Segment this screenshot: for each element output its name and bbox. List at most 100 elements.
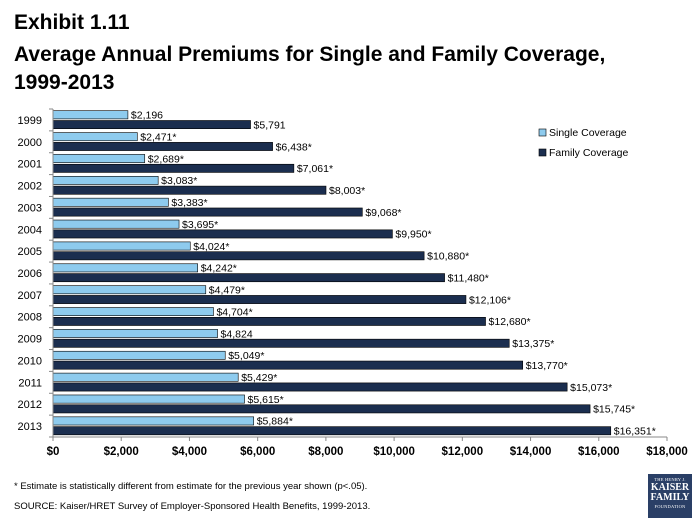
family-coverage-bar <box>52 338 510 348</box>
family-coverage-bar <box>52 229 393 239</box>
family-coverage-value-label: $8,003* <box>329 185 365 197</box>
year-label: 2008 <box>18 312 42 324</box>
logo-line-3: FAMILY <box>650 492 690 503</box>
single-coverage-bar <box>52 154 146 163</box>
x-tick-label: $10,000 <box>373 446 415 458</box>
family-coverage-value-label: $5,791 <box>254 119 286 131</box>
family-coverage-value-label: $9,068* <box>365 207 401 219</box>
family-coverage-value-label: $13,770* <box>526 360 568 372</box>
family-coverage-value-label: $7,061* <box>297 163 333 175</box>
family-coverage-value-label: $15,745* <box>593 404 635 416</box>
kff-logo: THE HENRY J. KAISER FAMILY FOUNDATION <box>648 474 692 518</box>
single-coverage-value-label: $5,884* <box>257 416 293 428</box>
asterisk-footnote: * Estimate is statistically different fr… <box>14 481 368 492</box>
year-label: 2013 <box>18 421 42 433</box>
family-coverage-value-label: $16,351* <box>614 426 656 438</box>
year-label: 2006 <box>18 268 42 280</box>
family-coverage-bar <box>52 382 568 392</box>
family-coverage-value-label: $12,106* <box>469 294 511 306</box>
chart-title-years: 1999-2013 <box>14 71 115 94</box>
year-label: 2000 <box>18 137 42 149</box>
logo-line-1: THE HENRY J. <box>654 477 686 482</box>
single-coverage-bar <box>52 176 159 185</box>
logo-line-2: KAISER <box>650 482 690 493</box>
family-coverage-bar <box>52 426 612 436</box>
single-coverage-bar <box>52 241 191 251</box>
legend-swatch-single <box>538 128 547 137</box>
year-label: 2010 <box>18 355 42 367</box>
family-coverage-value-label: $15,073* <box>570 382 612 394</box>
family-coverage-bar <box>52 316 486 326</box>
family-coverage-value-label: $11,480* <box>448 272 489 284</box>
family-coverage-bar <box>52 120 251 129</box>
single-coverage-value-label: $3,383* <box>171 197 207 209</box>
family-coverage-value-label: $9,950* <box>395 229 431 241</box>
single-coverage-bar <box>52 307 214 316</box>
family-coverage-bar <box>52 360 524 370</box>
year-label: 2001 <box>18 159 42 171</box>
logo-line-4: FOUNDATION <box>654 504 686 509</box>
single-coverage-value-label: $2,196 <box>131 110 163 122</box>
family-coverage-bar <box>52 142 273 151</box>
single-coverage-value-label: $4,479* <box>209 285 245 297</box>
family-coverage-bar <box>52 295 467 304</box>
year-label: 2003 <box>18 202 42 214</box>
single-coverage-bar <box>52 110 129 120</box>
single-coverage-bar <box>52 416 255 426</box>
x-tick-label: $12,000 <box>442 446 484 458</box>
single-coverage-value-label: $5,615* <box>248 394 284 406</box>
family-coverage-bar <box>52 185 327 195</box>
family-coverage-bar <box>52 404 591 414</box>
single-coverage-bar <box>52 197 169 207</box>
single-coverage-bar <box>52 285 207 295</box>
single-coverage-bar <box>52 329 218 338</box>
single-coverage-value-label: $2,689* <box>148 153 184 165</box>
family-coverage-bar <box>52 251 425 261</box>
legend-swatch-family <box>538 148 547 157</box>
single-coverage-value-label: $2,471* <box>140 131 176 143</box>
single-coverage-value-label: $3,083* <box>161 175 197 187</box>
single-coverage-bar <box>52 132 138 142</box>
family-coverage-bar <box>52 163 295 173</box>
x-tick-label: $2,000 <box>104 446 139 458</box>
single-coverage-value-label: $5,049* <box>228 350 264 362</box>
single-coverage-bar <box>52 350 226 360</box>
year-label: 2012 <box>18 399 42 411</box>
premiums-bar-chart: 1999 $2,196 $5,791 2000 $2,471* $6,438* 2001 $2… <box>18 108 688 458</box>
single-coverage-bar <box>52 263 198 273</box>
year-label: 2009 <box>18 334 42 346</box>
source-note: SOURCE: Kaiser/HRET Survey of Employer-S… <box>14 501 371 512</box>
single-coverage-value-label: $4,824 <box>221 328 253 340</box>
family-coverage-value-label: $13,375* <box>512 338 554 350</box>
single-coverage-value-label: $5,429* <box>241 372 277 384</box>
x-tick-label: $14,000 <box>510 446 552 458</box>
family-coverage-bar <box>52 207 363 217</box>
family-coverage-value-label: $6,438* <box>276 141 312 153</box>
single-coverage-value-label: $4,242* <box>201 263 237 275</box>
chart-title: Average Annual Premiums for Single and F… <box>14 43 606 66</box>
single-coverage-value-label: $4,024* <box>193 241 229 253</box>
family-coverage-value-label: $12,680* <box>489 316 531 328</box>
family-coverage-value-label: $10,880* <box>427 251 469 263</box>
family-coverage-bar <box>52 273 445 283</box>
single-coverage-bar <box>52 372 239 382</box>
x-tick-label: $16,000 <box>578 446 620 458</box>
x-tick-label: $8,000 <box>308 446 343 458</box>
single-coverage-value-label: $3,695* <box>182 219 218 231</box>
single-coverage-bar <box>52 394 245 404</box>
legend-label-single: Single Coverage <box>549 127 627 139</box>
legend-label-family: Family Coverage <box>549 147 629 159</box>
year-label: 2005 <box>18 246 42 258</box>
single-coverage-bar <box>52 219 180 229</box>
year-label: 2002 <box>18 181 42 193</box>
year-label: 2004 <box>18 224 42 236</box>
year-label: 1999 <box>18 115 42 127</box>
x-tick-label: $6,000 <box>240 446 275 458</box>
x-tick-label: $4,000 <box>172 446 207 458</box>
year-label: 2007 <box>18 290 42 302</box>
year-label: 2011 <box>18 377 42 389</box>
single-coverage-value-label: $4,704* <box>216 306 252 318</box>
exhibit-number: Exhibit 1.11 <box>14 11 130 34</box>
x-tick-label: $18,000 <box>646 446 688 458</box>
x-tick-label: $0 <box>47 446 60 458</box>
